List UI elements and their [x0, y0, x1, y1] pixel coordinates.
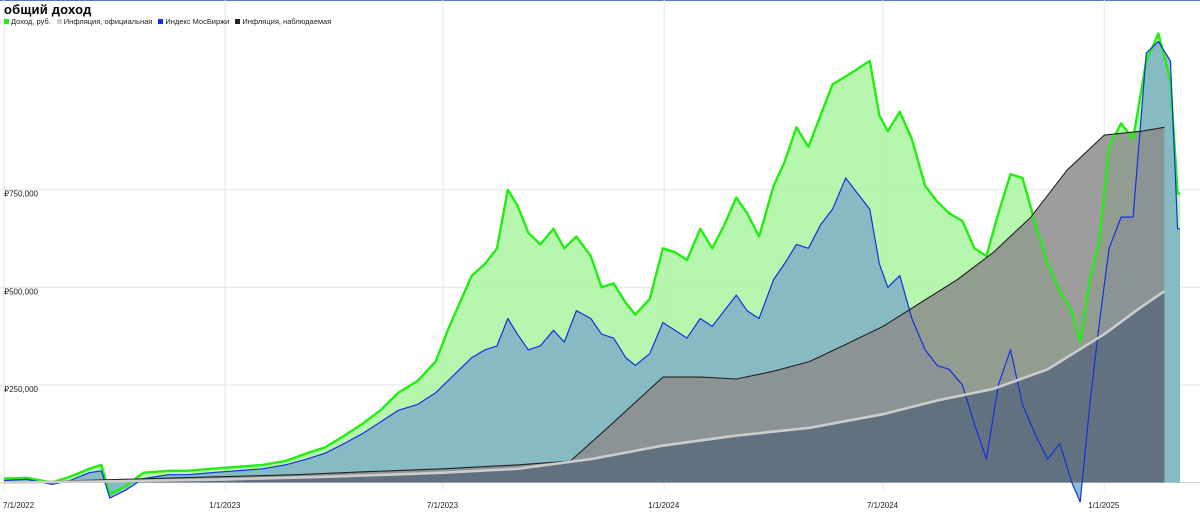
legend-label-1: Индекс МосБиржи [165, 17, 230, 26]
series-3-area [4, 291, 1165, 483]
legend-swatch-1 [158, 19, 164, 24]
legend-swatch-2 [235, 19, 241, 24]
legend-item-1: Индекс МосБиржи [158, 17, 229, 26]
x-tick-label-4: 7/1/2024 [867, 501, 899, 510]
x-tick-label-2: 7/1/2023 [427, 501, 459, 510]
legend-label-0: Доход, руб. [11, 17, 51, 26]
x-axis-ticks: 7/1/2022 1/1/2023 7/1/2023 1/1/2024 7/1/2024… [3, 501, 1120, 510]
legend: Доход, руб. Инфляция, официальная Индекс М… [4, 17, 331, 26]
y-tick-label-2: ₽750,000 [4, 190, 39, 199]
series-lines [3, 32, 1180, 503]
x-tick-label-3: 1/1/2024 [648, 501, 680, 510]
series-2-line [3, 126, 1165, 484]
legend-label-2: Инфляция, наблюдаемая [242, 17, 332, 26]
series-1-line [3, 40, 1180, 503]
y-tick-label-0: ₽250,000 [4, 385, 39, 394]
legend-label-3: Инфляция, официальная [63, 17, 153, 26]
legend-item-2: Инфляция, наблюдаемая [235, 17, 331, 26]
chart-title: общий доход [4, 2, 92, 17]
x-tick-label-0: 7/1/2022 [3, 501, 35, 510]
series-0-line [3, 32, 1180, 496]
legend-item-0: Доход, руб. [4, 17, 51, 26]
series-2-area [4, 127, 1165, 483]
series-3-line [3, 290, 1166, 484]
legend-item-3: Инфляция, официальная [56, 17, 153, 26]
y-axis-ticks: ₽250,000 ₽500,000 ₽750,000 [4, 190, 39, 394]
legend-swatch-3 [56, 19, 62, 24]
series-areas [4, 33, 1180, 503]
x-tick-label-5: 1/1/2025 [1088, 501, 1120, 510]
x-tick-label-1: 1/1/2023 [209, 501, 241, 510]
y-tick-label-1: ₽500,000 [4, 287, 39, 296]
legend-swatch-0 [4, 19, 9, 24]
